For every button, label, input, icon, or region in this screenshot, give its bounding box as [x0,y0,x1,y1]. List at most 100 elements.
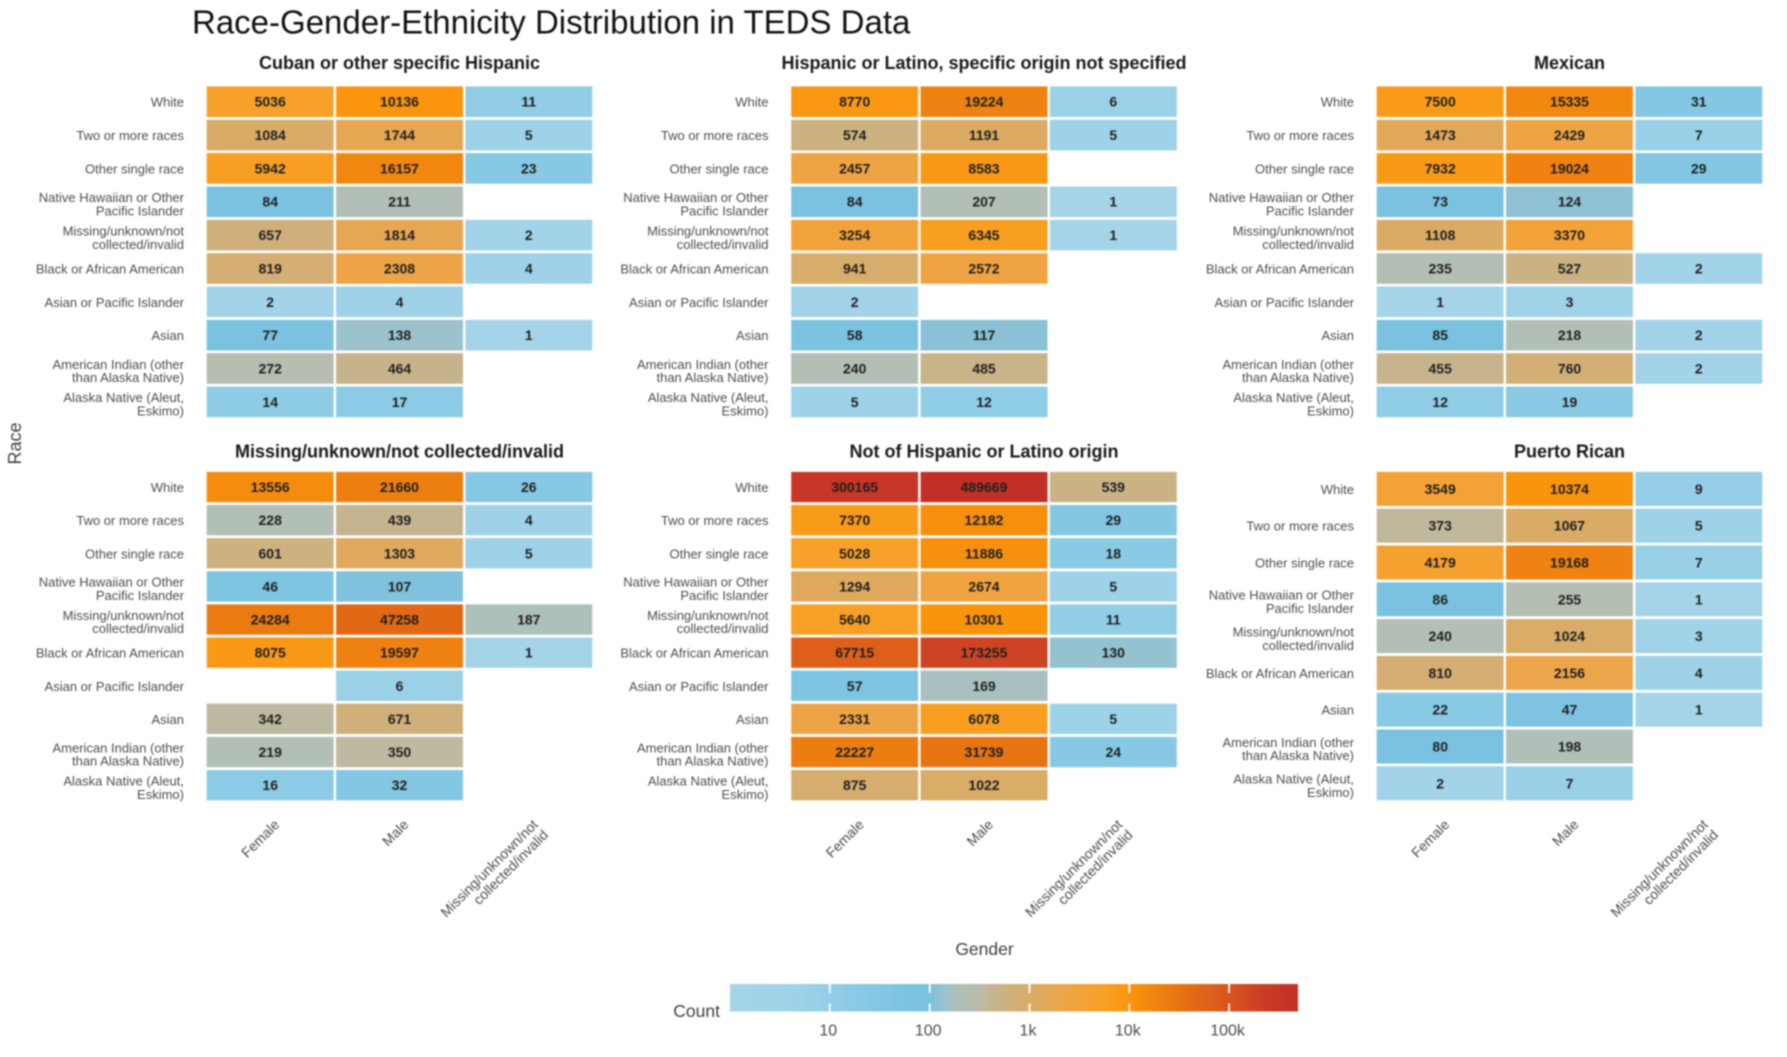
svg-text:1: 1 [1436,294,1444,310]
svg-text:2: 2 [525,227,533,243]
svg-text:100: 100 [915,1023,942,1040]
svg-text:2: 2 [1436,775,1444,791]
svg-text:240: 240 [1429,628,1453,644]
svg-text:Eskimo): Eskimo) [722,787,769,802]
svg-text:1814: 1814 [384,227,415,243]
svg-text:22: 22 [1432,702,1448,718]
svg-text:117: 117 [973,327,996,343]
svg-text:Pacific Islander: Pacific Islander [1266,203,1355,218]
svg-text:White: White [1321,482,1354,497]
svg-text:12: 12 [1432,394,1448,410]
svg-text:than Alaska Native): than Alaska Native) [72,754,184,769]
svg-text:Race-Gender-Ethnicity Distribu: Race-Gender-Ethnicity Distribution in TE… [192,4,911,41]
svg-text:5: 5 [851,394,859,410]
svg-text:Not of Hispanic or Latino orig: Not of Hispanic or Latino origin [850,442,1119,462]
svg-text:8075: 8075 [255,645,286,661]
svg-text:1024: 1024 [1554,628,1585,644]
svg-text:7: 7 [1695,127,1703,143]
svg-text:Asian or Pacific Islander: Asian or Pacific Islander [1215,295,1355,310]
svg-text:342: 342 [259,711,283,727]
svg-text:16: 16 [262,777,278,793]
svg-text:1303: 1303 [384,545,415,561]
svg-text:Gender: Gender [955,939,1014,959]
svg-text:84: 84 [847,194,863,210]
svg-text:8770: 8770 [839,94,870,110]
svg-text:10374: 10374 [1550,481,1589,497]
svg-text:46: 46 [262,578,278,594]
svg-text:464: 464 [388,361,412,377]
svg-text:11: 11 [1106,612,1121,628]
svg-text:1: 1 [1695,702,1703,718]
svg-text:3: 3 [1566,294,1574,310]
svg-text:5: 5 [525,545,533,561]
svg-text:Missing/unknown/not: Missing/unknown/not [1233,624,1355,639]
svg-text:Asian or Pacific Islander: Asian or Pacific Islander [629,679,769,694]
svg-text:12: 12 [976,394,992,410]
svg-text:Asian or Pacific Islander: Asian or Pacific Islander [45,295,185,310]
svg-text:White: White [735,95,768,110]
svg-text:173255: 173255 [961,645,1008,661]
svg-text:Eskimo): Eskimo) [1307,404,1354,419]
svg-text:24: 24 [1106,744,1122,760]
svg-text:Cuban or other specific Hispan: Cuban or other specific Hispanic [259,53,540,73]
svg-text:1473: 1473 [1425,127,1456,143]
svg-text:Asian: Asian [1321,328,1354,343]
svg-text:Other single race: Other single race [670,161,769,176]
svg-text:4179: 4179 [1425,555,1456,571]
svg-text:539: 539 [1102,479,1126,495]
svg-text:Hispanic or Latino, specific o: Hispanic or Latino, specific origin not … [781,53,1186,73]
svg-text:107: 107 [388,578,412,594]
svg-text:9: 9 [1695,481,1703,497]
svg-text:Alaska Native (Aleut,: Alaska Native (Aleut, [1233,772,1354,787]
svg-text:Alaska Native (Aleut,: Alaska Native (Aleut, [63,390,184,405]
svg-text:7500: 7500 [1425,94,1456,110]
svg-text:2674: 2674 [968,578,999,594]
svg-text:124: 124 [1558,194,1582,210]
svg-text:Missing/unknown/not: Missing/unknown/not [647,223,769,238]
svg-text:American Indian (other: American Indian (other [637,357,769,372]
svg-text:1: 1 [525,327,533,343]
svg-text:Black or African American: Black or African American [1206,261,1354,276]
svg-text:219: 219 [259,744,283,760]
svg-text:169: 169 [972,678,996,694]
svg-text:218: 218 [1558,327,1582,343]
svg-text:2: 2 [1695,327,1703,343]
svg-text:5942: 5942 [255,160,286,176]
svg-text:Missing/unknown/not: Missing/unknown/not [63,223,185,238]
svg-text:Puerto Rican: Puerto Rican [1514,442,1625,462]
svg-text:Missing/unknown/not: Missing/unknown/not [647,608,769,623]
svg-text:1108: 1108 [1425,227,1456,243]
svg-text:Missing/unknown/not collected/: Missing/unknown/not collected/invalid [235,442,564,462]
svg-text:Other single race: Other single race [85,546,184,561]
svg-text:17: 17 [392,394,408,410]
svg-text:Missing/unknown/not: Missing/unknown/not [1233,223,1355,238]
svg-text:5: 5 [1109,711,1117,727]
svg-text:collected/invalid: collected/invalid [677,621,769,636]
svg-text:White: White [1321,95,1354,110]
svg-text:21660: 21660 [380,479,419,495]
svg-text:Two or more races: Two or more races [1246,519,1354,534]
svg-text:6: 6 [396,678,404,694]
svg-text:Race: Race [5,422,25,464]
svg-text:Count: Count [673,1001,720,1021]
svg-text:American Indian (other: American Indian (other [52,357,184,372]
svg-text:Alaska Native (Aleut,: Alaska Native (Aleut, [648,773,769,788]
svg-text:10: 10 [819,1023,837,1040]
svg-text:2308: 2308 [384,260,415,276]
svg-text:Black or African American: Black or African American [620,261,768,276]
svg-text:11886: 11886 [965,545,1003,561]
svg-text:Native Hawaiian or Other: Native Hawaiian or Other [623,575,769,590]
svg-text:1084: 1084 [255,127,286,143]
svg-text:1191: 1191 [969,127,1000,143]
svg-text:7: 7 [1695,555,1703,571]
svg-text:671: 671 [388,711,412,727]
svg-text:240: 240 [843,361,867,377]
svg-text:439: 439 [388,512,412,528]
svg-text:86: 86 [1432,591,1448,607]
svg-text:2429: 2429 [1554,127,1585,143]
svg-text:than Alaska Native): than Alaska Native) [656,754,768,769]
svg-text:8583: 8583 [968,160,999,176]
svg-text:57: 57 [847,678,863,694]
svg-text:601: 601 [259,545,283,561]
svg-text:Black or African American: Black or African American [36,261,184,276]
